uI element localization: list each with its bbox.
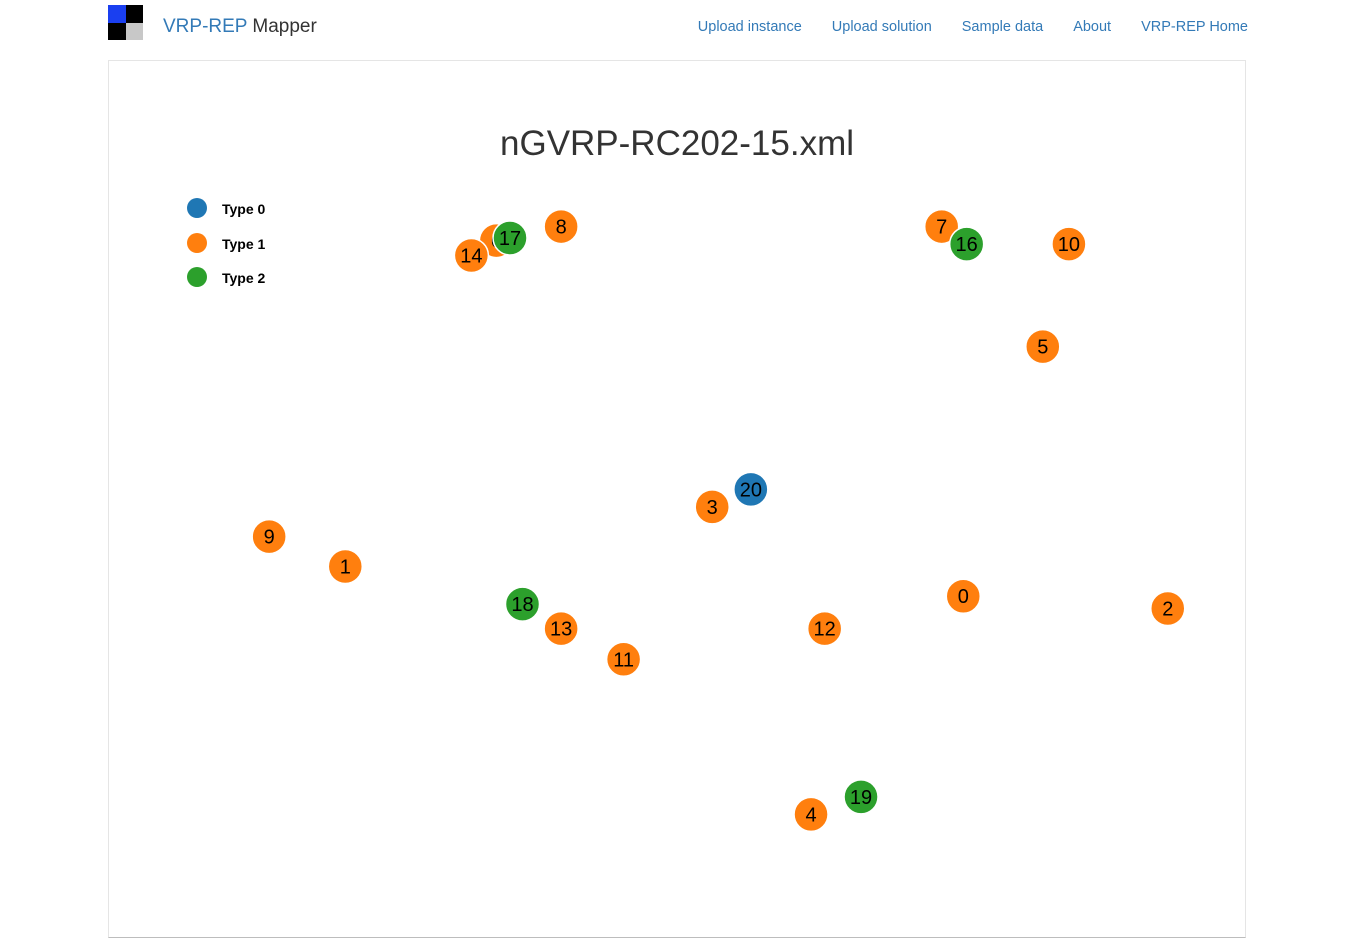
node-label: 3 [707,497,718,519]
node-label: 12 [814,619,836,641]
node-label: 18 [511,594,533,616]
node-marker[interactable] [543,610,579,647]
node-marker[interactable] [605,641,642,678]
node-18[interactable]: 18 [504,586,541,622]
logo-square [108,5,126,23]
node-label: 0 [958,586,969,608]
node-marker[interactable] [492,220,528,256]
logo-square [125,5,143,23]
node-marker[interactable] [793,796,829,833]
node-label: 17 [499,228,521,250]
node-marker[interactable] [251,518,287,555]
node-label: 2 [1162,599,1173,621]
vrp-rep-logo-icon[interactable] [108,5,143,40]
node-2[interactable]: 2 [1150,590,1186,627]
nav-upload-instance[interactable]: Upload instance [697,19,802,35]
node-0[interactable]: 0 [945,578,982,614]
node-marker[interactable] [1150,590,1186,627]
top-navbar: VRP-REP Mapper Upload instance Upload so… [0,0,1356,54]
brand-secondary: Mapper [252,16,317,37]
node-5[interactable]: 5 [1025,328,1061,365]
nav-about[interactable]: About [1073,19,1112,35]
node-16[interactable]: 16 [948,226,985,262]
node-11[interactable]: 11 [605,641,642,678]
map-panel[interactable]: nGVRP-RC202-15.xml Type 0 Type 1 Type 2 … [108,60,1246,938]
node-10[interactable]: 10 [1051,226,1087,262]
node-label: 4 [805,804,816,826]
node-label: 11 [613,649,634,671]
node-1[interactable]: 1 [327,548,364,585]
node-20[interactable]: 20 [733,471,769,508]
node-marker[interactable] [806,610,843,647]
legend-label: Type 0 [222,201,266,217]
node-label: 9 [264,527,275,549]
node-17[interactable]: 17 [492,220,528,256]
brand-primary: VRP-REP [163,16,248,37]
legend-dot-icon [187,267,207,287]
node-label: 13 [550,619,572,641]
node-marker[interactable] [733,471,769,508]
nav-upload-solution[interactable]: Upload solution [831,19,932,35]
node-marker[interactable] [327,548,364,585]
node-marker[interactable] [453,237,490,274]
node-marker[interactable] [843,779,879,815]
nav-sample-data[interactable]: Sample data [961,19,1044,35]
node-label: 5 [1037,337,1048,359]
node-label: 1 [340,556,351,578]
node-4[interactable]: 4 [793,796,829,833]
nav-vrp-rep-home[interactable]: VRP-REP Home [1141,19,1248,35]
legend-label: Type 2 [222,270,266,286]
node-marker[interactable] [504,586,541,622]
node-map-canvas[interactable]: 012345678910111213141617181920 [109,61,1245,937]
map-title: nGVRP-RC202-15.xml [500,124,854,163]
node-14[interactable]: 14 [453,237,490,274]
nav-links: Upload instance Upload solution Sample d… [698,18,1248,36]
node-label: 7 [936,217,947,239]
node-label: 8 [556,217,567,239]
brand-link[interactable]: VRP-REP Mapper [163,15,317,39]
node-marker[interactable] [694,489,730,525]
node-8[interactable]: 8 [543,208,579,245]
node-marker[interactable] [948,226,985,262]
node-label: 19 [850,787,872,809]
node-3[interactable]: 3 [694,489,730,525]
node-marker[interactable] [923,208,960,245]
node-7[interactable]: 7 [923,208,960,245]
node-marker[interactable] [945,578,982,614]
node-label: 10 [1058,234,1080,256]
node-13[interactable]: 13 [543,610,579,647]
legend-dot-icon [187,198,207,218]
node-label: 14 [460,245,482,267]
node-19[interactable]: 19 [843,779,879,815]
node-label: 20 [740,479,762,501]
logo-square [108,22,126,40]
node-label: 16 [956,234,978,256]
logo-square [125,22,143,40]
node-9[interactable]: 9 [251,518,287,555]
node-marker[interactable] [1051,226,1087,262]
legend-label: Type 1 [222,235,266,252]
node-marker[interactable] [543,208,579,245]
node-12[interactable]: 12 [806,610,843,647]
node-marker[interactable] [1025,328,1061,365]
legend-dot-icon [187,232,207,253]
